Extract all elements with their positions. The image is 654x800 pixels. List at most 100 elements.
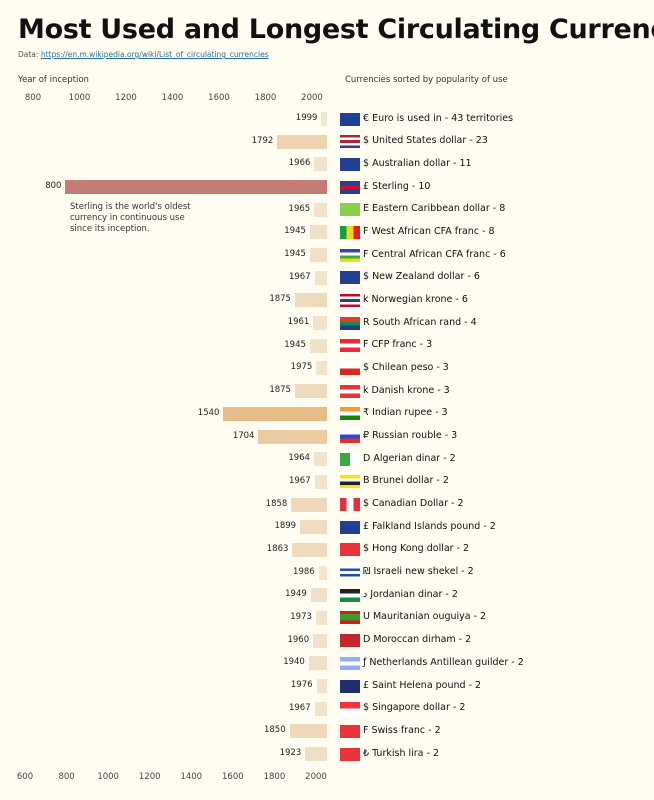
currency-label: U Mauritanian ouguiya - 2 bbox=[363, 611, 487, 623]
year-label: 1966 bbox=[288, 158, 311, 169]
bottom-tick-label: 2000 bbox=[305, 772, 327, 782]
bottom-tick-label: 1200 bbox=[138, 772, 161, 782]
flag-icon bbox=[340, 384, 360, 398]
flag-icon bbox=[340, 520, 360, 534]
top-tick-label: 1200 bbox=[115, 93, 137, 103]
top-tick-label: 1400 bbox=[161, 93, 184, 103]
bottom-tick-label: 1000 bbox=[97, 772, 119, 782]
flag-icon bbox=[340, 452, 360, 466]
year-label: 800 bbox=[45, 181, 62, 192]
top-tick-label: 800 bbox=[24, 93, 42, 103]
flag-icon bbox=[340, 316, 360, 330]
flag-icon bbox=[340, 702, 360, 716]
year-label: 1899 bbox=[274, 521, 297, 532]
flag-icon bbox=[340, 293, 360, 307]
currency-label: R South African rand - 4 bbox=[363, 316, 477, 328]
flag-icon bbox=[340, 679, 360, 693]
bar bbox=[223, 406, 327, 421]
left-axis-header: Year of inception bbox=[18, 75, 89, 85]
year-label: 1976 bbox=[290, 680, 313, 690]
currency-label: D Moroccan dirham - 2 bbox=[363, 634, 472, 646]
year-label: 1967 bbox=[288, 271, 311, 282]
year-label: 1875 bbox=[269, 385, 291, 396]
bar bbox=[294, 384, 327, 399]
year-label: 1999 bbox=[295, 113, 318, 123]
flag-icon bbox=[340, 203, 360, 217]
year-label: 1945 bbox=[284, 226, 306, 237]
year-label: 1863 bbox=[266, 543, 289, 554]
flag-icon bbox=[340, 747, 360, 761]
currency-label: ₺ Turkish lira - 2 bbox=[363, 747, 439, 759]
bottom-tick-label: 600 bbox=[16, 772, 34, 782]
source-prefix: Data: bbox=[18, 50, 41, 59]
bar bbox=[308, 656, 327, 671]
currency-label: $ Australian dollar - 11 bbox=[363, 157, 472, 169]
year-label: 1964 bbox=[288, 453, 310, 464]
flag-icon bbox=[340, 271, 360, 285]
year-label: 1875 bbox=[269, 294, 291, 305]
page-title: Most Used and Longest Circulating Curren… bbox=[18, 14, 654, 45]
bottom-tick-label: 800 bbox=[58, 772, 75, 782]
flag-icon bbox=[340, 157, 360, 171]
flag-icon bbox=[340, 634, 360, 648]
top-tick-label: 1000 bbox=[68, 93, 91, 103]
year-label: 1973 bbox=[290, 611, 312, 622]
currency-label: £ Falkland Islands pound - 2 bbox=[363, 520, 496, 532]
year-label: 1961 bbox=[287, 317, 310, 328]
bar bbox=[300, 520, 327, 535]
currency-label: F Central African CFA franc - 6 bbox=[363, 248, 506, 260]
currency-label: $ Singapore dollar - 2 bbox=[363, 702, 466, 714]
flag-icon bbox=[340, 407, 360, 421]
bottom-tick-label: 1800 bbox=[263, 772, 286, 782]
flag-icon bbox=[340, 656, 360, 670]
flag-icon bbox=[340, 248, 360, 262]
year-label: 1940 bbox=[283, 657, 305, 668]
currency-label: F Swiss franc - 2 bbox=[363, 724, 441, 736]
flag-icon bbox=[340, 135, 360, 149]
bar bbox=[321, 112, 327, 126]
flag-icon bbox=[340, 588, 360, 602]
bar bbox=[313, 316, 327, 331]
currency-label: F West African CFA franc - 8 bbox=[363, 225, 495, 237]
currency-label: £ Sterling - 10 bbox=[363, 180, 431, 192]
bar bbox=[309, 225, 327, 240]
currency-label: $ Canadian Dollar - 2 bbox=[363, 498, 464, 510]
top-tick-label: 2000 bbox=[301, 93, 323, 103]
flag-icon bbox=[340, 498, 360, 512]
bar bbox=[65, 180, 327, 195]
bar bbox=[310, 588, 327, 603]
bar bbox=[315, 610, 327, 625]
source-line: Data: https://en.m.wikipedia.org/wiki/Li… bbox=[18, 50, 269, 59]
flag-icon bbox=[340, 180, 360, 194]
bar bbox=[289, 724, 327, 739]
top-tick-label: 1800 bbox=[254, 93, 277, 103]
year-label: 1945 bbox=[284, 339, 306, 350]
currency-label: ƒ Netherlands Antillean guilder - 2 bbox=[363, 656, 524, 668]
year-label: 1949 bbox=[285, 589, 307, 600]
year-label: 1923 bbox=[279, 748, 302, 759]
year-label: 1975 bbox=[290, 362, 313, 373]
bar bbox=[314, 474, 327, 489]
flag-icon bbox=[340, 339, 360, 353]
right-list-header: Currencies sorted by popularity of use bbox=[345, 75, 508, 85]
year-label: 1850 bbox=[263, 725, 286, 736]
currency-label: F CFP franc - 3 bbox=[363, 339, 433, 351]
sterling-annotation: Sterling is the world's oldest currency … bbox=[70, 202, 191, 234]
source-link[interactable]: https://en.m.wikipedia.org/wiki/List_of_… bbox=[40, 50, 269, 59]
flag-icon bbox=[340, 611, 360, 625]
top-tick-label: 1600 bbox=[208, 93, 230, 103]
currency-label: k Norwegian krone - 6 bbox=[363, 293, 468, 305]
year-label: 1960 bbox=[287, 634, 310, 645]
bar bbox=[314, 157, 327, 172]
bar bbox=[314, 701, 327, 716]
flag-icon bbox=[340, 225, 360, 239]
currency-label: ₽ Russian rouble - 3 bbox=[363, 430, 458, 442]
bar bbox=[305, 747, 327, 762]
flag-icon bbox=[340, 475, 360, 489]
currency-label: ₪ Israeli new shekel - 2 bbox=[363, 566, 474, 578]
currency-label: $ United States dollar - 23 bbox=[363, 135, 488, 147]
bar bbox=[316, 679, 327, 693]
bar bbox=[313, 452, 327, 467]
bar bbox=[292, 542, 327, 557]
bar bbox=[294, 293, 327, 308]
